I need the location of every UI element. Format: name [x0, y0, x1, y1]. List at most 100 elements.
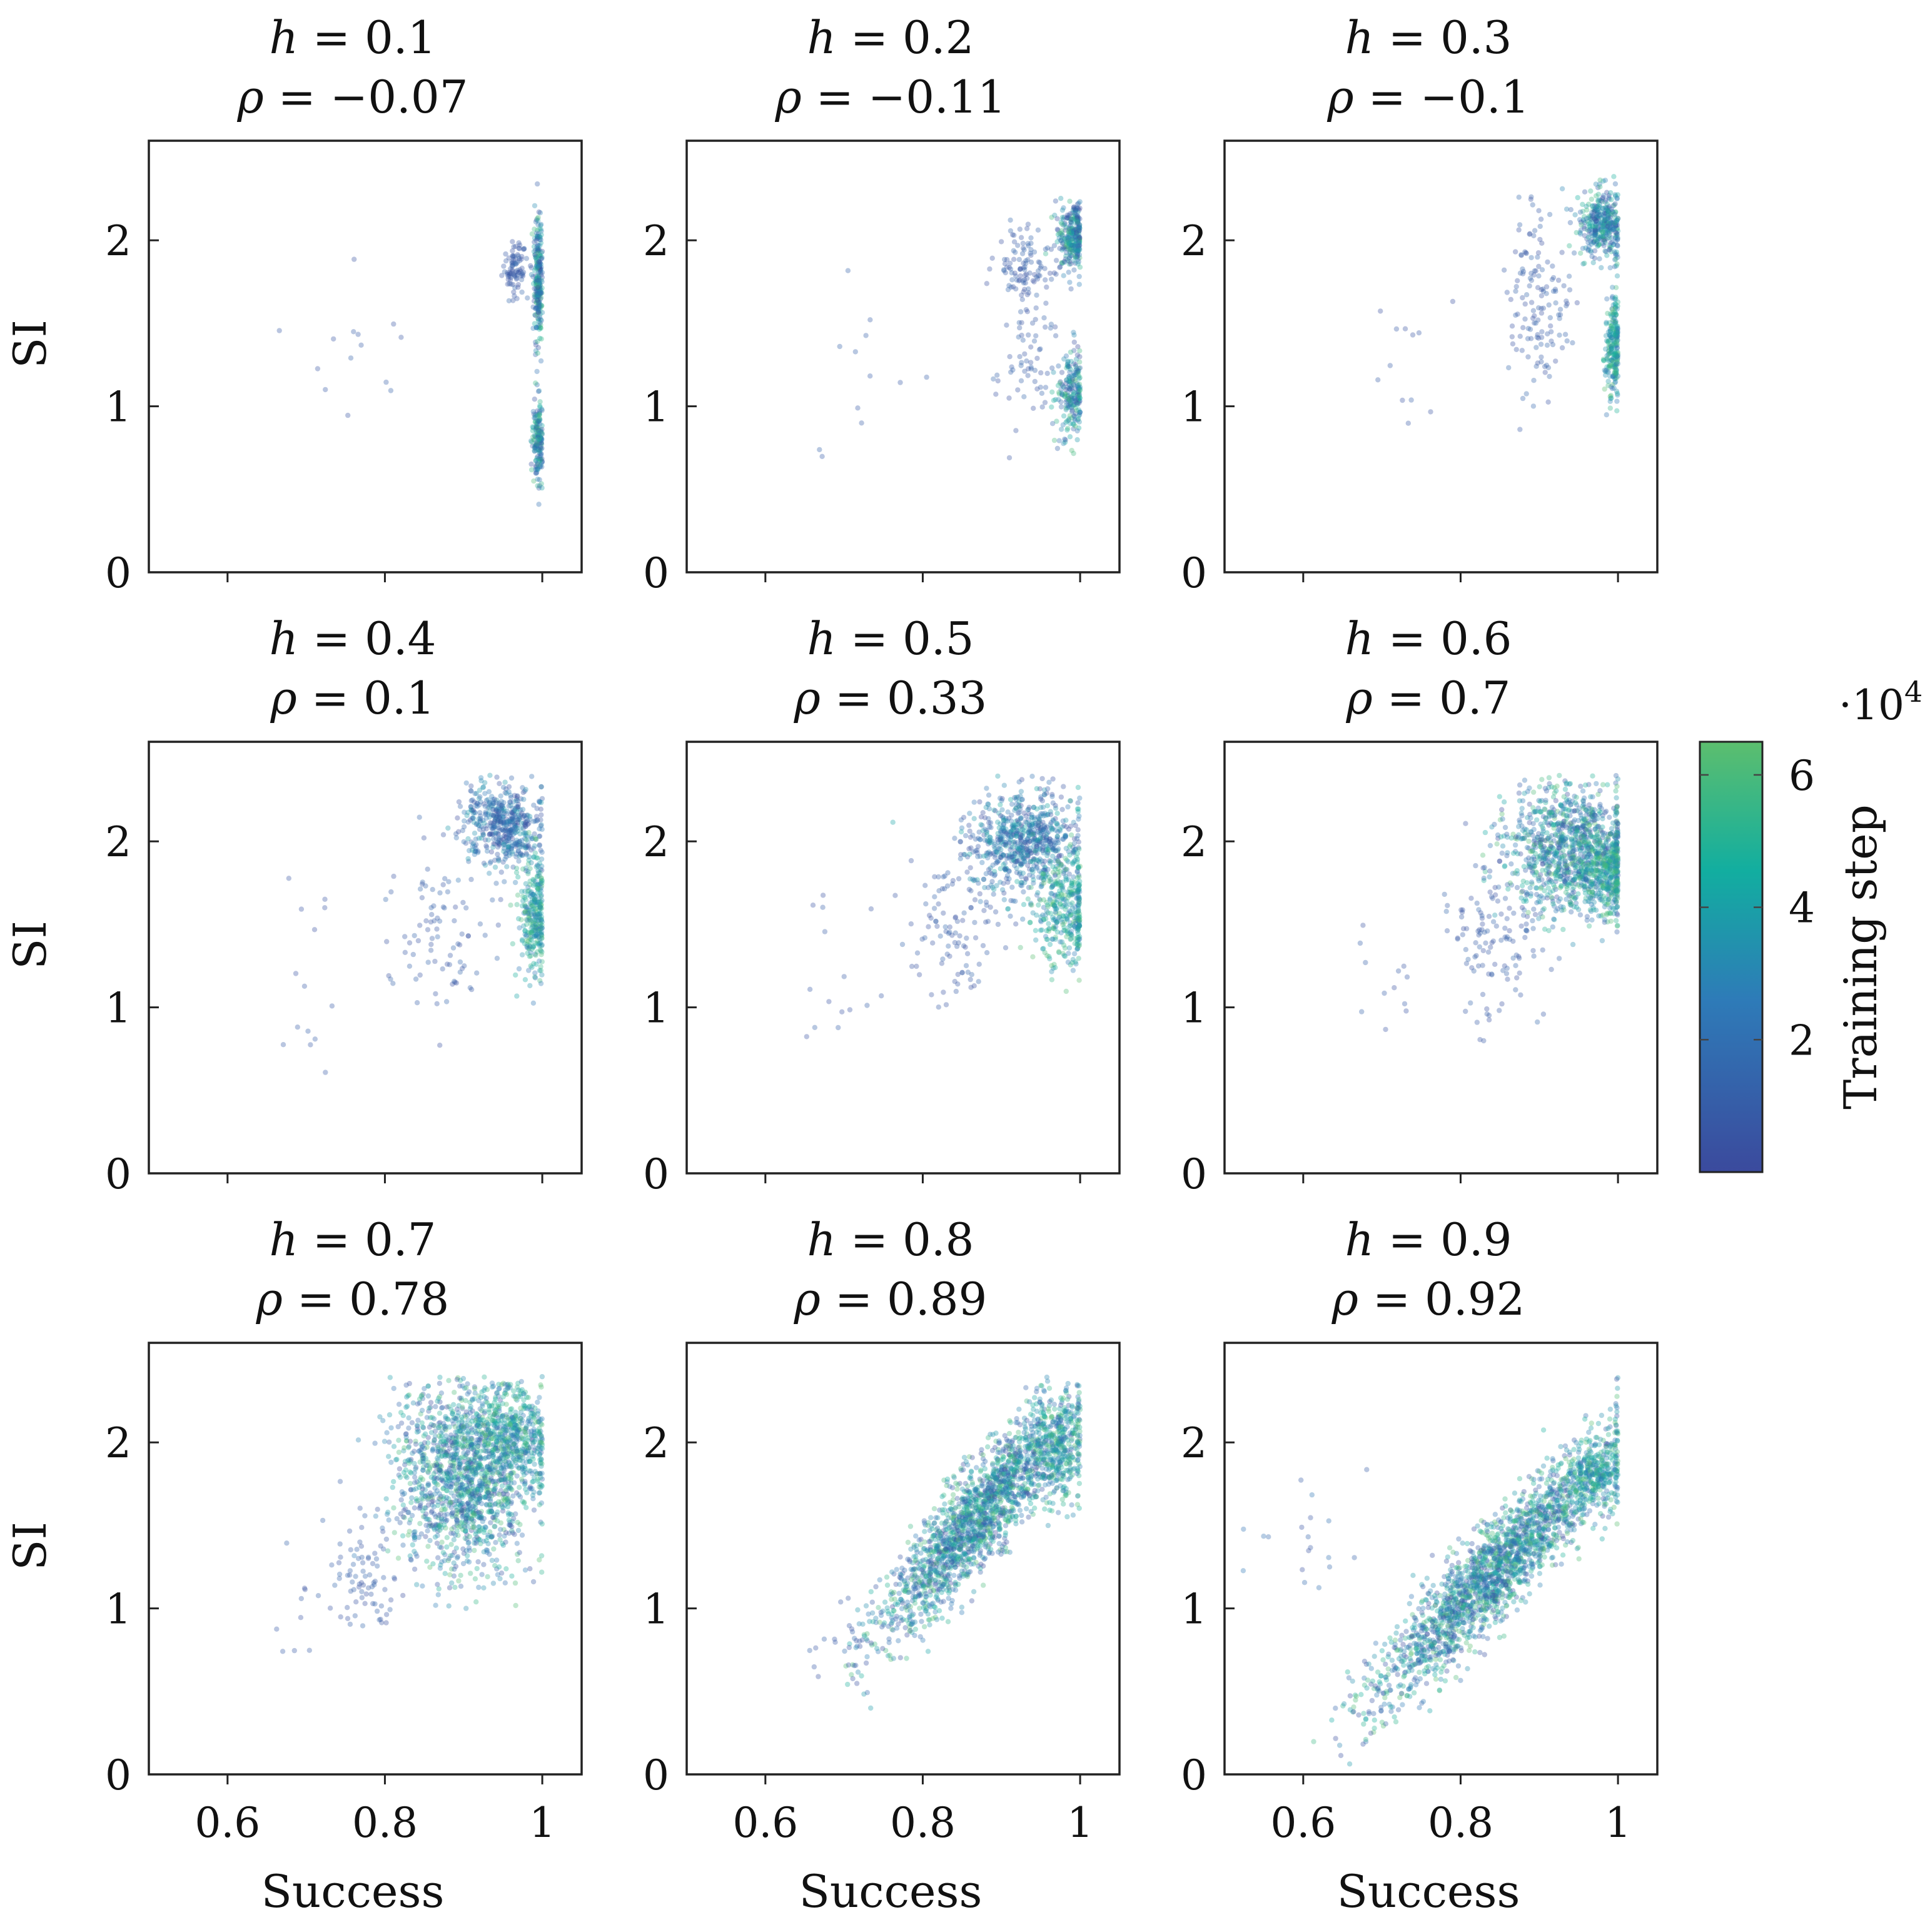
data-point	[890, 819, 896, 825]
data-point	[947, 953, 952, 959]
data-point	[533, 273, 538, 279]
panel-title-h: h = 0.1	[270, 11, 437, 64]
data-point	[515, 252, 520, 258]
data-point	[1528, 879, 1535, 885]
data-point	[510, 254, 516, 260]
data-point	[1589, 196, 1595, 202]
data-point	[535, 233, 541, 240]
data-point	[504, 864, 510, 869]
data-point	[1018, 944, 1023, 951]
data-point	[423, 883, 428, 889]
data-point	[1063, 988, 1069, 994]
data-point	[500, 784, 507, 791]
data-point	[1056, 230, 1063, 236]
data-point	[533, 352, 538, 358]
data-point	[1595, 207, 1600, 213]
data-point	[493, 800, 500, 806]
data-point	[1416, 330, 1422, 336]
data-point	[1482, 829, 1488, 836]
data-point	[535, 261, 541, 267]
data-point	[1549, 840, 1554, 846]
data-point	[1076, 416, 1081, 422]
data-point	[1505, 886, 1511, 892]
data-point	[280, 1042, 286, 1048]
data-point	[1038, 919, 1044, 924]
data-point	[1051, 437, 1058, 443]
data-point	[1519, 813, 1525, 819]
data-point	[995, 378, 1001, 384]
data-point	[410, 951, 416, 958]
data-point	[522, 888, 528, 894]
data-point	[1029, 320, 1036, 326]
data-point	[517, 268, 523, 275]
data-point	[1076, 407, 1082, 413]
data-point	[536, 209, 542, 215]
data-point	[535, 243, 541, 248]
data-point	[1033, 848, 1038, 854]
data-point	[532, 835, 538, 841]
panel-title-h-symbol: h	[807, 612, 836, 665]
data-point	[1596, 808, 1602, 814]
data-point	[1569, 808, 1575, 814]
data-point	[1017, 226, 1023, 232]
data-point	[463, 780, 469, 786]
data-point	[968, 976, 973, 983]
data-point	[533, 380, 538, 386]
data-point	[1016, 809, 1022, 816]
data-point	[1527, 283, 1532, 289]
data-point	[1048, 891, 1054, 896]
data-point	[511, 257, 517, 263]
data-point	[534, 233, 540, 239]
data-point	[516, 270, 522, 276]
data-point	[308, 1042, 313, 1048]
data-point	[514, 902, 520, 908]
panel-title-h-value: = 0.1	[298, 11, 437, 64]
data-point	[952, 836, 957, 841]
data-point	[428, 941, 434, 948]
panel-title-h-symbol: h	[270, 612, 298, 665]
data-point	[1536, 208, 1542, 213]
data-point	[535, 303, 540, 310]
data-point	[1074, 437, 1080, 443]
data-point	[445, 825, 451, 831]
data-point	[1001, 782, 1008, 788]
data-point	[534, 368, 540, 375]
data-point	[502, 269, 508, 275]
data-point	[534, 461, 540, 467]
data-point	[1071, 339, 1078, 345]
data-point	[1035, 268, 1041, 274]
data-point	[972, 897, 978, 903]
data-point	[1506, 365, 1512, 371]
data-point	[429, 912, 435, 918]
data-point	[1614, 929, 1620, 935]
data-point	[495, 831, 500, 837]
data-point	[537, 842, 542, 849]
data-point	[1034, 866, 1039, 871]
data-point	[1402, 326, 1408, 331]
data-point	[980, 943, 986, 949]
data-point	[1614, 230, 1619, 236]
data-point	[1027, 838, 1033, 844]
data-point	[1520, 325, 1526, 330]
data-point	[537, 252, 543, 258]
data-point	[498, 897, 503, 903]
panel-title-h-value: = 0.6	[1374, 612, 1512, 665]
data-point	[510, 253, 516, 259]
data-point	[1061, 273, 1066, 278]
data-point	[955, 981, 961, 987]
data-point	[1067, 404, 1073, 410]
data-point	[1516, 790, 1522, 796]
data-point	[1013, 796, 1019, 802]
data-point	[1005, 906, 1011, 912]
data-point	[1023, 837, 1028, 844]
data-point	[535, 345, 542, 350]
data-point	[434, 926, 440, 932]
data-point	[1054, 216, 1060, 221]
data-point	[465, 836, 471, 842]
data-point	[1004, 818, 1010, 824]
data-point	[1066, 270, 1071, 275]
data-point	[538, 226, 543, 232]
data-point	[1009, 801, 1015, 807]
data-point	[1058, 930, 1064, 936]
data-point	[1518, 851, 1523, 857]
